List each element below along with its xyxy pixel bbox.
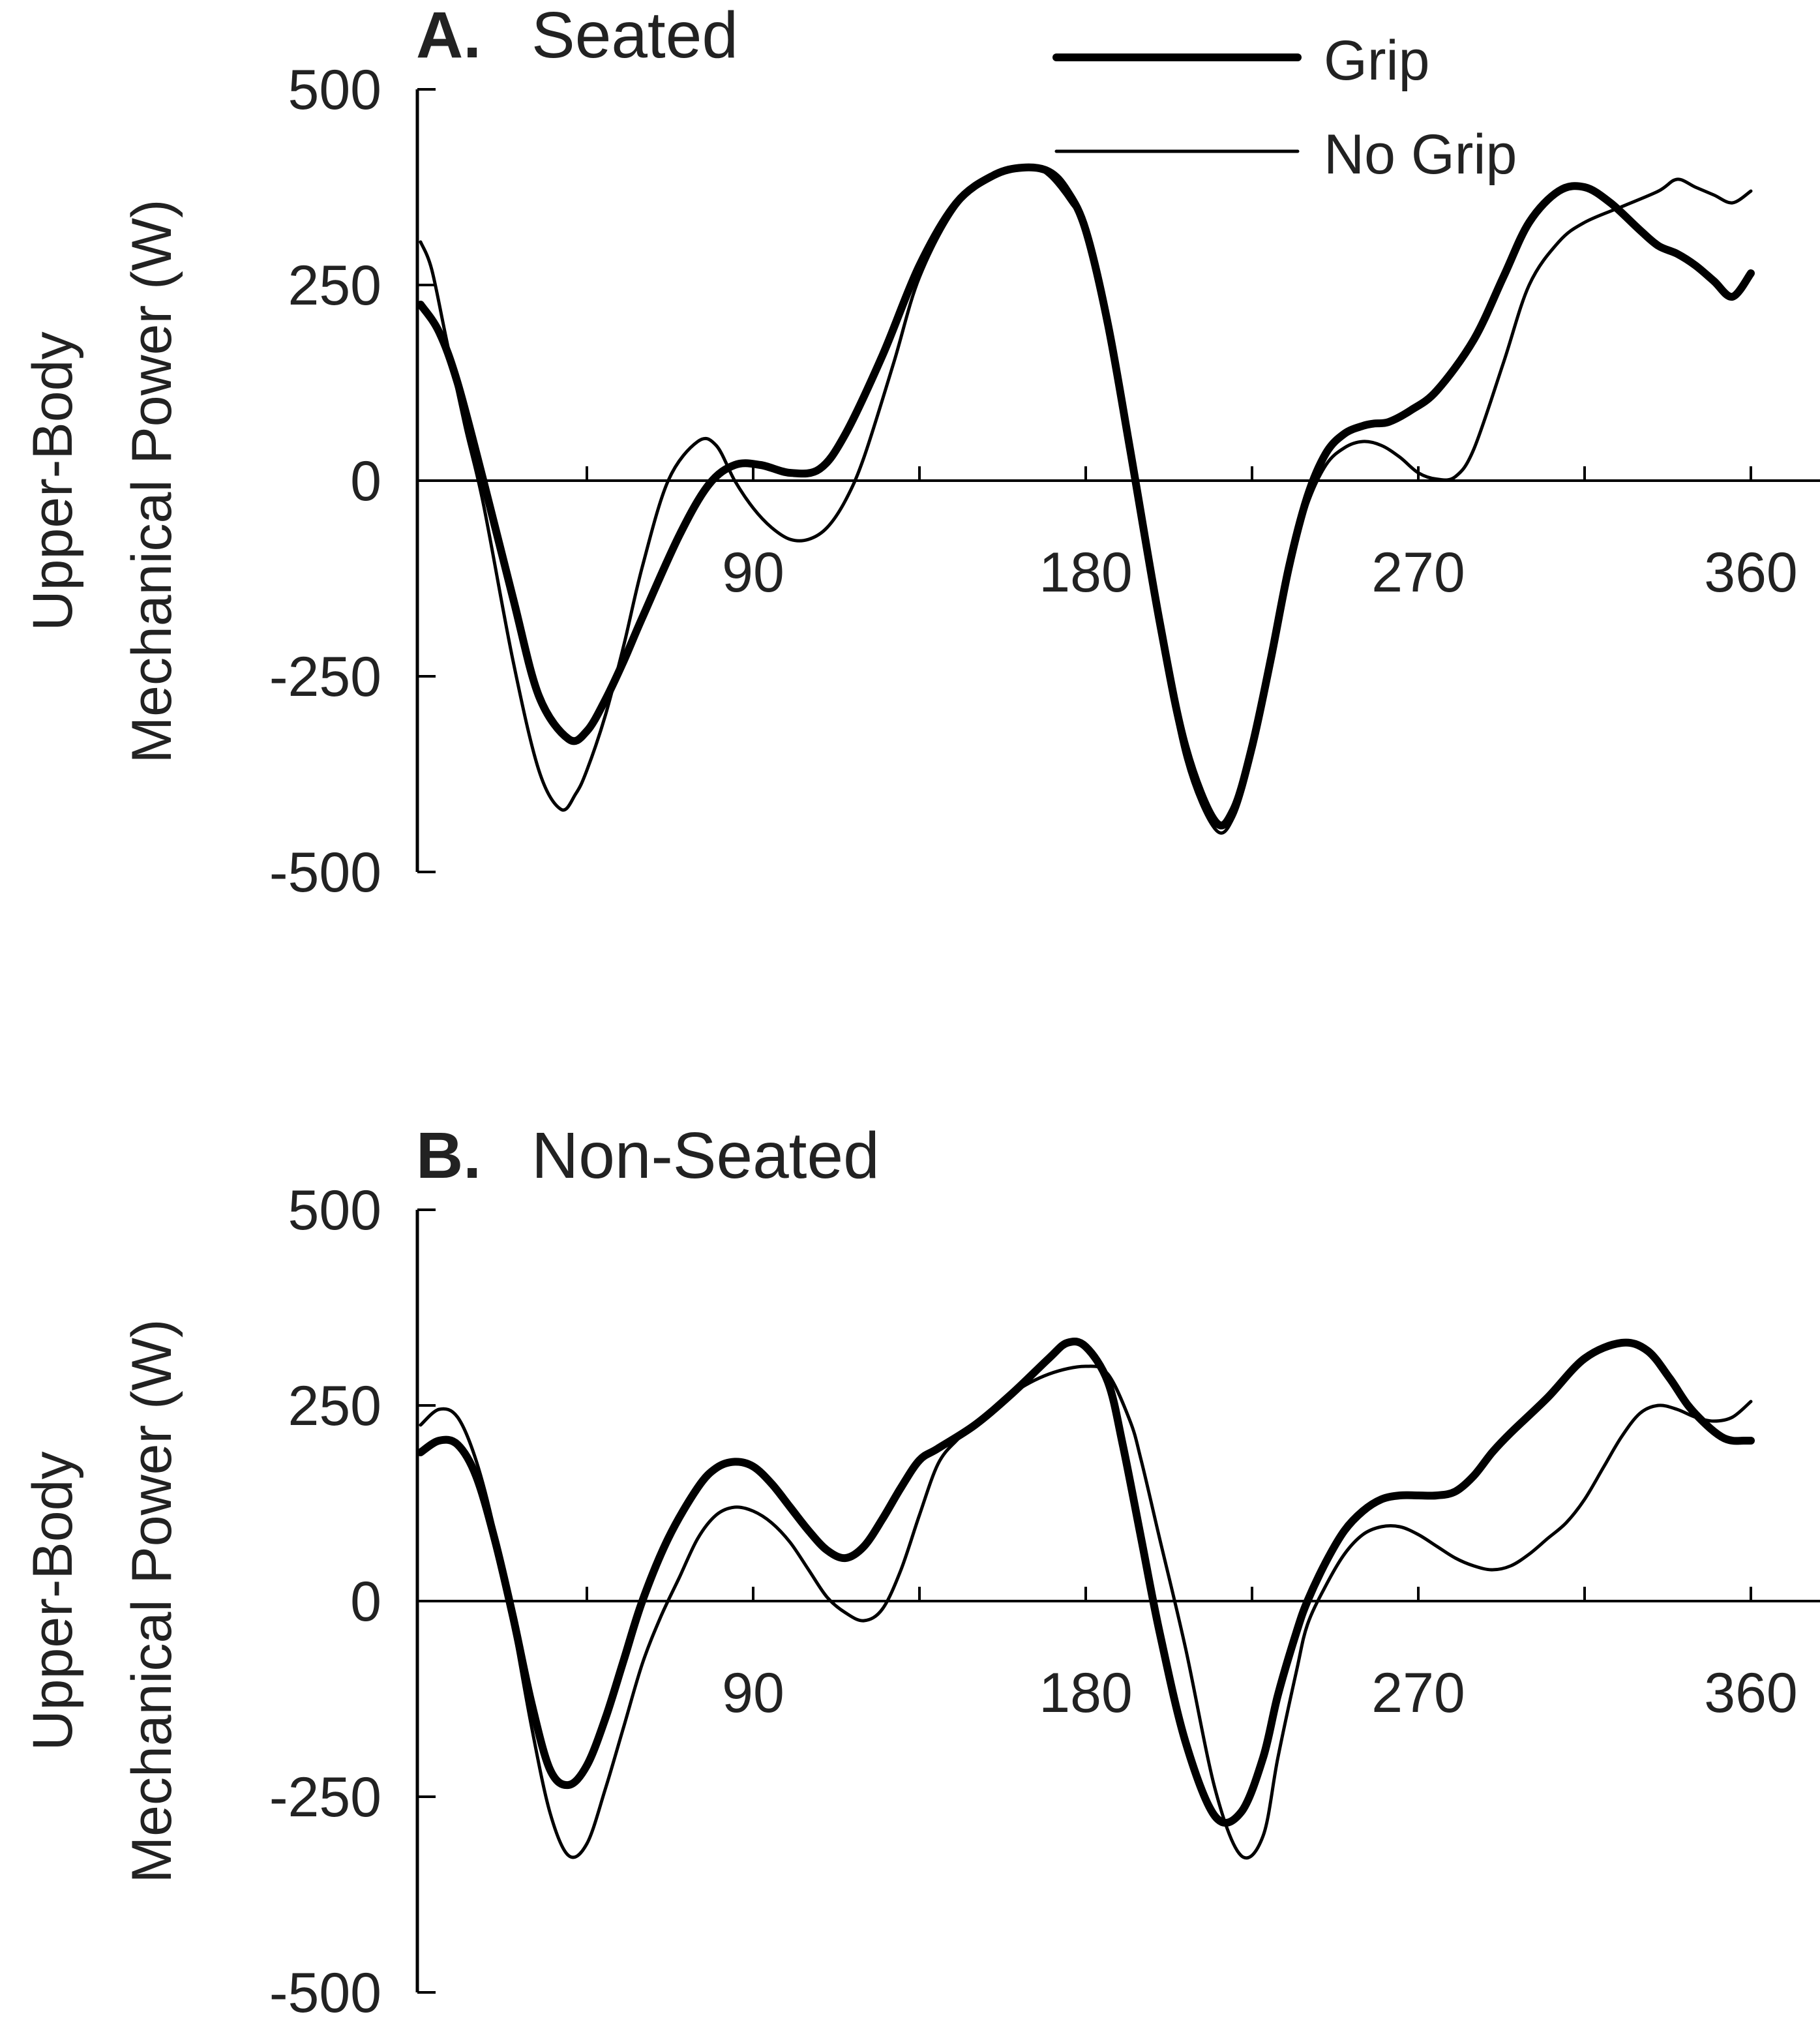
panel-b-x-axis: 90 180 270 360 bbox=[417, 1587, 1820, 1724]
panel-b-x-tick-label: 360 bbox=[1704, 1662, 1798, 1724]
panel-a-x-tick-label: 360 bbox=[1704, 541, 1798, 604]
panel-b-ylabel-line2: Mechanical Power (W) bbox=[121, 1319, 183, 1883]
panel-a-x-axis: 90 180 270 360 bbox=[417, 466, 1820, 604]
panel-a-series bbox=[417, 163, 1755, 835]
panel-b-y-tick-label: -500 bbox=[269, 1962, 381, 2024]
panel-a-series-grip bbox=[417, 163, 1755, 830]
panel-b-letter: B. bbox=[416, 1119, 481, 1192]
panel-a-y-tick-label: -500 bbox=[269, 841, 381, 904]
panel-b-series-no-grip bbox=[419, 1364, 1753, 1860]
panel-b-ylabel-line1: Upper-Body bbox=[22, 1452, 84, 1751]
panel-b-y-tick-label: 0 bbox=[350, 1570, 381, 1633]
panel-b: B. Non-Seated Upper-Body Mechanical Powe… bbox=[22, 1119, 1820, 2024]
panel-a-x-tick-label: 270 bbox=[1371, 541, 1465, 604]
panel-a-x-tick-label: 90 bbox=[722, 541, 784, 604]
panel-a-letter: A. bbox=[416, 0, 481, 72]
panel-b-series bbox=[417, 1337, 1755, 1860]
panel-a-series-no-grip bbox=[419, 166, 1753, 835]
panel-b-y-tick-label: -250 bbox=[269, 1766, 381, 1829]
panel-b-series-grip bbox=[417, 1337, 1755, 1827]
panel-a: A. Seated Upper-Body Mechanical Power (W… bbox=[22, 0, 1820, 904]
panel-b-y-tick-label: 500 bbox=[288, 1179, 382, 1242]
panel-a-ylabel-line1: Upper-Body bbox=[22, 332, 84, 631]
panel-a-y-tick-label: 250 bbox=[288, 254, 382, 317]
legend-nogrip-label: No Grip bbox=[1324, 123, 1517, 186]
panel-a-ylabel-line2: Mechanical Power (W) bbox=[121, 200, 183, 764]
panel-a-y-tick-label: 500 bbox=[288, 59, 382, 121]
panel-a-y-axis: 500 250 0 -250 -500 bbox=[269, 59, 436, 904]
panel-a-y-tick-label: -250 bbox=[269, 646, 381, 708]
panel-b-y-axis: 500 250 0 -250 -500 bbox=[269, 1179, 436, 2024]
legend-grip-label: Grip bbox=[1324, 29, 1429, 92]
panel-a-y-tick-label: 0 bbox=[350, 450, 381, 513]
panel-b-y-tick-label: 250 bbox=[288, 1375, 382, 1437]
panel-b-x-tick-label: 270 bbox=[1371, 1662, 1465, 1724]
panel-b-title: Non-Seated bbox=[531, 1119, 880, 1192]
legend: Grip No Grip bbox=[1052, 29, 1517, 186]
panel-a-x-tick-label: 180 bbox=[1039, 541, 1133, 604]
panel-a-title: Seated bbox=[531, 0, 738, 72]
panel-b-x-tick-label: 180 bbox=[1039, 1662, 1133, 1724]
panel-b-x-tick-label: 90 bbox=[722, 1662, 784, 1724]
